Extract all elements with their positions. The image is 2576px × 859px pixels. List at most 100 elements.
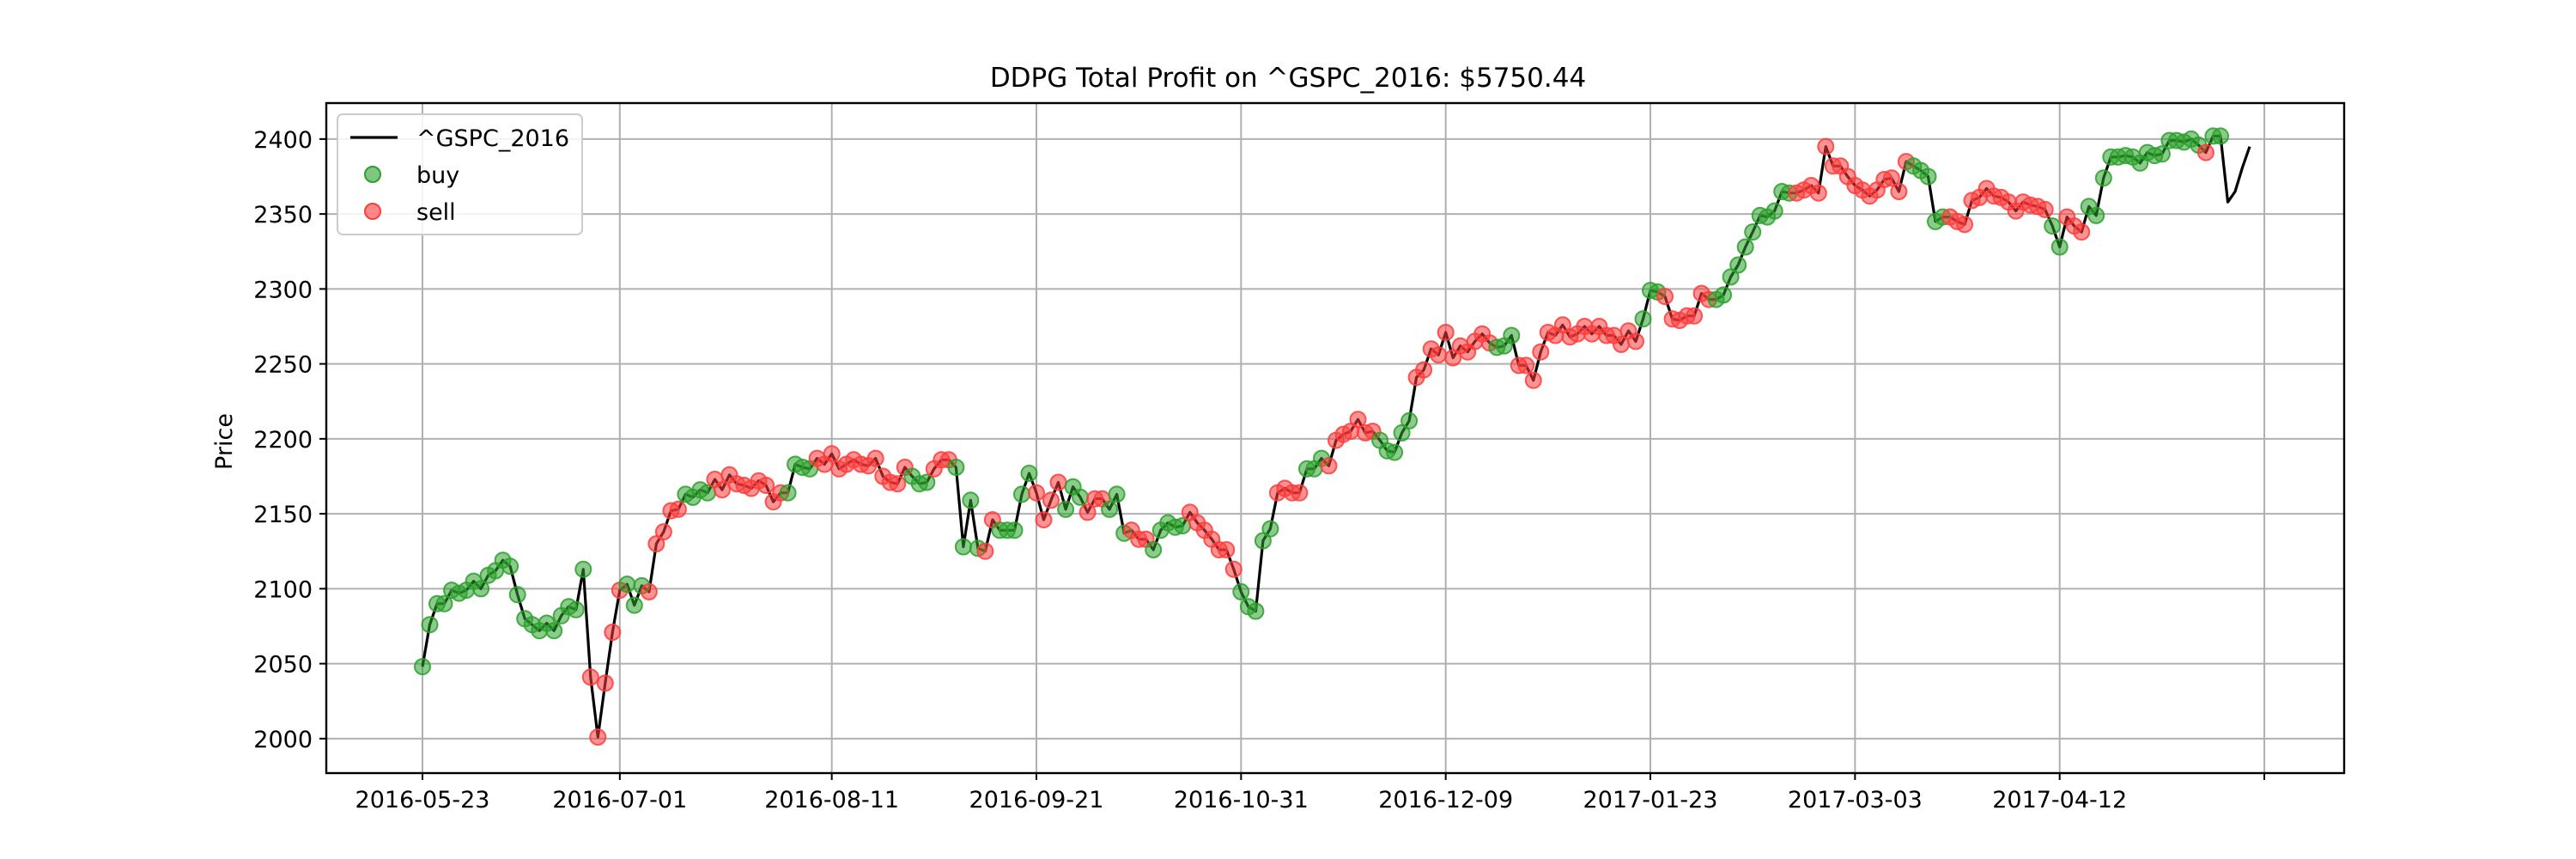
sell-point	[1656, 288, 1674, 306]
x-tick-label: 2016-05-23	[355, 787, 490, 813]
y-tick-label: 2050	[253, 652, 313, 679]
buy-point	[1386, 443, 1404, 461]
buy-point	[1145, 541, 1163, 558]
sell-point	[2196, 143, 2215, 161]
sell-point	[1517, 356, 1535, 375]
buy-point	[1919, 168, 1937, 186]
buy-point	[1634, 310, 1652, 328]
sell-point	[654, 523, 672, 541]
sell-point	[1049, 473, 1067, 491]
sell-point	[1078, 503, 1097, 521]
sell-point	[1524, 371, 1542, 389]
buy-point	[779, 484, 797, 502]
sell-point	[2073, 223, 2091, 241]
sell-point	[669, 500, 687, 518]
buy-point	[954, 538, 972, 556]
sell-point	[823, 445, 841, 463]
x-tick-label: 2016-07-01	[552, 787, 687, 813]
sell-point	[596, 674, 614, 692]
buy-point	[1072, 488, 1090, 506]
buy-point	[2212, 127, 2229, 145]
buy-point	[508, 586, 526, 604]
sell-point	[1028, 484, 1045, 502]
buy-point	[1729, 256, 1747, 274]
sell-point	[2036, 200, 2054, 218]
sell-point	[581, 668, 599, 686]
chart-title: DDPG Total Profit on ^GSPC_2016: $5750.4…	[990, 63, 1586, 94]
sell-point	[757, 477, 775, 494]
legend-label-gspc: ^GSPC_2016	[416, 125, 569, 152]
buy-point	[1736, 238, 1754, 256]
sell-point	[604, 624, 622, 641]
buy-point	[435, 594, 453, 612]
legend-buy-marker	[364, 166, 381, 183]
series-layer	[414, 127, 2251, 746]
y-tick-label: 2250	[253, 352, 313, 379]
sell-point	[889, 475, 907, 493]
plot-frame	[325, 101, 2346, 775]
sell-point	[1437, 324, 1455, 341]
sell-point	[1532, 343, 1550, 361]
buy-point	[625, 596, 643, 614]
sell-point	[1686, 307, 1704, 325]
x-tick-label: 2016-10-31	[1174, 787, 1309, 813]
y-axis-label: Price	[211, 413, 238, 470]
buy-point	[2044, 217, 2062, 235]
buy-point	[1247, 602, 1265, 620]
sell-point	[1320, 457, 1338, 475]
buy-point	[1232, 582, 1250, 600]
x-tick-label: 2016-08-11	[764, 787, 899, 813]
sell-point	[1817, 137, 1835, 155]
buy-point	[472, 580, 490, 598]
sell-point	[1035, 511, 1053, 529]
sell-point	[1430, 346, 1448, 364]
buy-point	[1101, 500, 1119, 518]
x-tick-label: 2017-01-23	[1583, 787, 1718, 813]
buy-point	[545, 622, 563, 640]
buy-point	[1013, 485, 1030, 503]
y-tick-label: 2150	[253, 502, 313, 528]
y-tick-label: 2200	[253, 427, 313, 454]
buy-point	[1400, 411, 1419, 430]
buy-point	[574, 560, 592, 578]
sell-point	[1882, 169, 1900, 187]
sell-point	[1224, 560, 1242, 578]
buy-point	[918, 473, 936, 491]
sell-point	[1956, 216, 1973, 234]
sell-point	[1218, 541, 1236, 558]
buy-point	[2050, 238, 2069, 256]
buy-point	[962, 491, 980, 509]
sell-point	[866, 449, 884, 467]
buy-point	[1503, 326, 1521, 344]
y-tick-label: 2300	[253, 277, 313, 303]
y-tick-label: 2400	[253, 127, 313, 154]
legend-label-sell: sell	[416, 199, 456, 226]
buy-point	[1261, 520, 1279, 538]
y-tick-label: 2100	[253, 576, 313, 603]
sell-point	[589, 728, 607, 746]
buy-point	[1020, 465, 1038, 482]
legend-label-buy: buy	[416, 162, 459, 189]
x-tick-label: 2016-12-09	[1378, 787, 1513, 813]
buy-point	[2094, 169, 2112, 187]
buy-point	[1108, 485, 1126, 503]
buy-point	[421, 616, 439, 634]
sell-point	[714, 481, 731, 499]
sell-point	[1627, 332, 1644, 350]
buy-point	[1005, 521, 1024, 539]
sell-point	[1415, 361, 1433, 379]
sell-point	[1349, 411, 1367, 429]
buy-point	[2153, 145, 2171, 163]
buy-point	[947, 459, 965, 476]
buy-point	[1057, 500, 1075, 518]
buy-point	[414, 658, 431, 676]
buy-point	[501, 557, 519, 576]
legend-box	[337, 113, 583, 235]
axis-ticks: 2000 2050 2100 2150 2200 2250 2300 2350 2400 2016…	[253, 127, 2266, 813]
y-tick-label: 2350	[253, 202, 313, 228]
buy-point	[618, 576, 636, 594]
sell-point	[1809, 184, 1827, 202]
buy-point	[2087, 206, 2105, 224]
